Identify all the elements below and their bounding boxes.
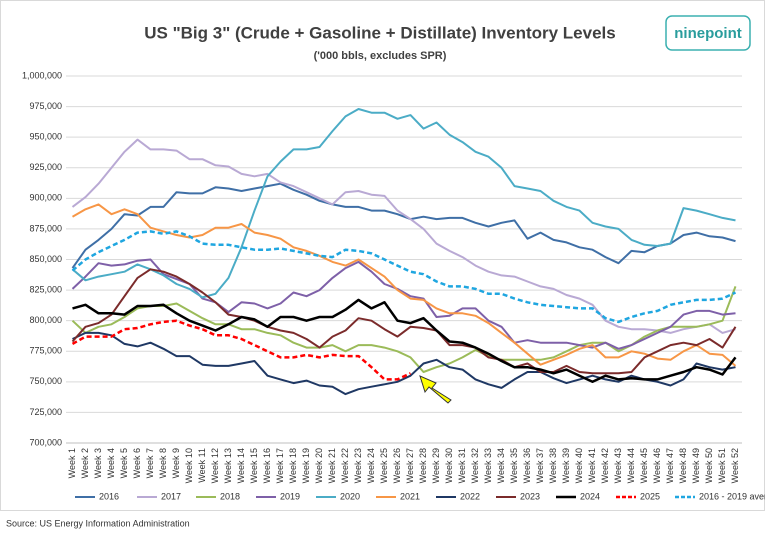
series-line: [71, 230, 737, 324]
x-tick-label: Week 26: [392, 448, 402, 483]
x-tick-label: Week 48: [678, 448, 688, 483]
x-tick-label: Week 5: [119, 448, 129, 478]
series-line: [71, 182, 736, 269]
x-tick-label: Week 13: [223, 448, 233, 483]
x-tick-label: Week 32: [470, 448, 480, 483]
x-tick-label: Week 21: [327, 448, 337, 483]
x-tick-label: Week 22: [340, 448, 350, 483]
x-tick-label: Week 3: [93, 448, 103, 478]
series-line: [71, 319, 412, 381]
chart-frame: [0, 0, 765, 511]
y-tick-label: 775,000: [29, 346, 62, 356]
x-tick-label: Week 27: [405, 448, 415, 483]
x-tick-label: Week 16: [262, 448, 272, 483]
x-tick-label: Week 24: [366, 448, 376, 483]
x-tick-label: Week 9: [171, 448, 181, 478]
y-tick-label: 850,000: [29, 254, 62, 264]
x-tick-label: Week 2: [80, 448, 90, 478]
x-tick-label: Week 34: [496, 448, 506, 483]
x-tick-label: Week 20: [314, 448, 324, 483]
series-line: [72, 203, 737, 367]
x-tick-label: Week 19: [301, 448, 311, 483]
legend-label: 2025: [640, 491, 660, 501]
logo-text: ninepoint: [674, 25, 742, 42]
chart-subtitle: ('000 bbls, excludes SPR): [314, 50, 447, 62]
x-tick-label: Week 46: [652, 448, 662, 483]
x-tick-label: Week 1: [67, 448, 77, 478]
y-tick-label: 750,000: [29, 376, 62, 386]
x-tick-label: Week 18: [288, 448, 298, 483]
x-tick-label: Week 35: [509, 448, 519, 483]
x-tick-label: Week 47: [665, 448, 675, 483]
y-tick-label: 875,000: [29, 223, 62, 233]
x-tick-label: Week 42: [600, 448, 610, 483]
x-tick-label: Week 45: [639, 448, 649, 483]
x-tick-label: Week 37: [535, 448, 545, 483]
y-tick-label: 700,000: [29, 437, 62, 447]
logo-box: [665, 15, 751, 51]
legend-label: 2016: [99, 491, 119, 501]
x-tick-label: Week 52: [730, 448, 740, 483]
series-line: [71, 268, 737, 375]
legend-label: 2016 - 2019 average: [699, 491, 765, 501]
legend-label: 2021: [400, 491, 420, 501]
x-tick-label: Week 7: [145, 448, 155, 478]
x-tick-label: Week 39: [561, 448, 571, 483]
y-tick-label: 800,000: [29, 315, 62, 325]
legend-label: 2017: [161, 491, 181, 501]
y-tick-label: 975,000: [29, 101, 62, 111]
y-tick-label: 725,000: [29, 407, 62, 417]
x-tick-label: Week 50: [704, 448, 714, 483]
x-tick-label: Week 10: [184, 448, 194, 483]
x-tick-label: Week 14: [236, 448, 246, 483]
arrow-annotation: [419, 375, 452, 404]
plot-area: 700,000 725,000 750,000 775,000 800,000 825,0…: [22, 70, 742, 483]
series-line: [71, 138, 736, 334]
x-tick-label: Week 23: [353, 448, 363, 483]
y-tick-label: 1,000,000: [22, 70, 62, 80]
x-tick-label: Week 29: [431, 448, 441, 483]
x-tick-label: Week 4: [106, 448, 116, 478]
x-tick-label: Week 36: [522, 448, 532, 483]
x-tick-label: Week 33: [483, 448, 493, 483]
series-line: [71, 258, 736, 350]
y-tick-label: 825,000: [29, 284, 62, 294]
legend-label: 2019: [280, 491, 300, 501]
series-line: [72, 298, 737, 384]
y-tick-label: 925,000: [29, 162, 62, 172]
x-tick-label: Week 38: [548, 448, 558, 483]
x-tick-label: Week 41: [587, 448, 597, 483]
legend-label: 2024: [580, 491, 600, 501]
x-tick-label: Week 43: [613, 448, 623, 483]
source-note: Source: US Energy Information Administra…: [6, 518, 190, 528]
y-tick-label: 950,000: [29, 132, 62, 142]
x-tick-label: Week 25: [379, 448, 389, 483]
x-tick-label: Week 51: [717, 448, 727, 483]
y-tick-label: 900,000: [29, 193, 62, 203]
x-tick-label: Week 12: [210, 448, 220, 483]
x-tick-label: Week 28: [418, 448, 428, 483]
x-tick-label: Week 6: [132, 448, 142, 478]
chart-title: US "Big 3" (Crude + Gasoline + Distillat…: [144, 23, 615, 42]
legend-label: 2018: [220, 491, 240, 501]
series-line: [71, 286, 737, 373]
legend-label: 2023: [520, 491, 540, 501]
logo: ninepoint: [665, 15, 751, 51]
legend-label: 2020: [340, 491, 360, 501]
x-tick-label: Week 17: [275, 448, 285, 483]
x-tick-label: Week 49: [691, 448, 701, 483]
x-tick-label: Week 31: [457, 448, 467, 483]
x-tick-label: Week 30: [444, 448, 454, 483]
x-tick-label: Week 40: [574, 448, 584, 483]
x-tick-label: Week 11: [197, 448, 207, 483]
legend-label: 2022: [460, 491, 480, 501]
x-tick-label: Week 15: [249, 448, 259, 483]
x-tick-label: Week 44: [626, 448, 636, 483]
x-tick-label: Week 8: [158, 448, 168, 478]
series-line: [71, 108, 736, 299]
